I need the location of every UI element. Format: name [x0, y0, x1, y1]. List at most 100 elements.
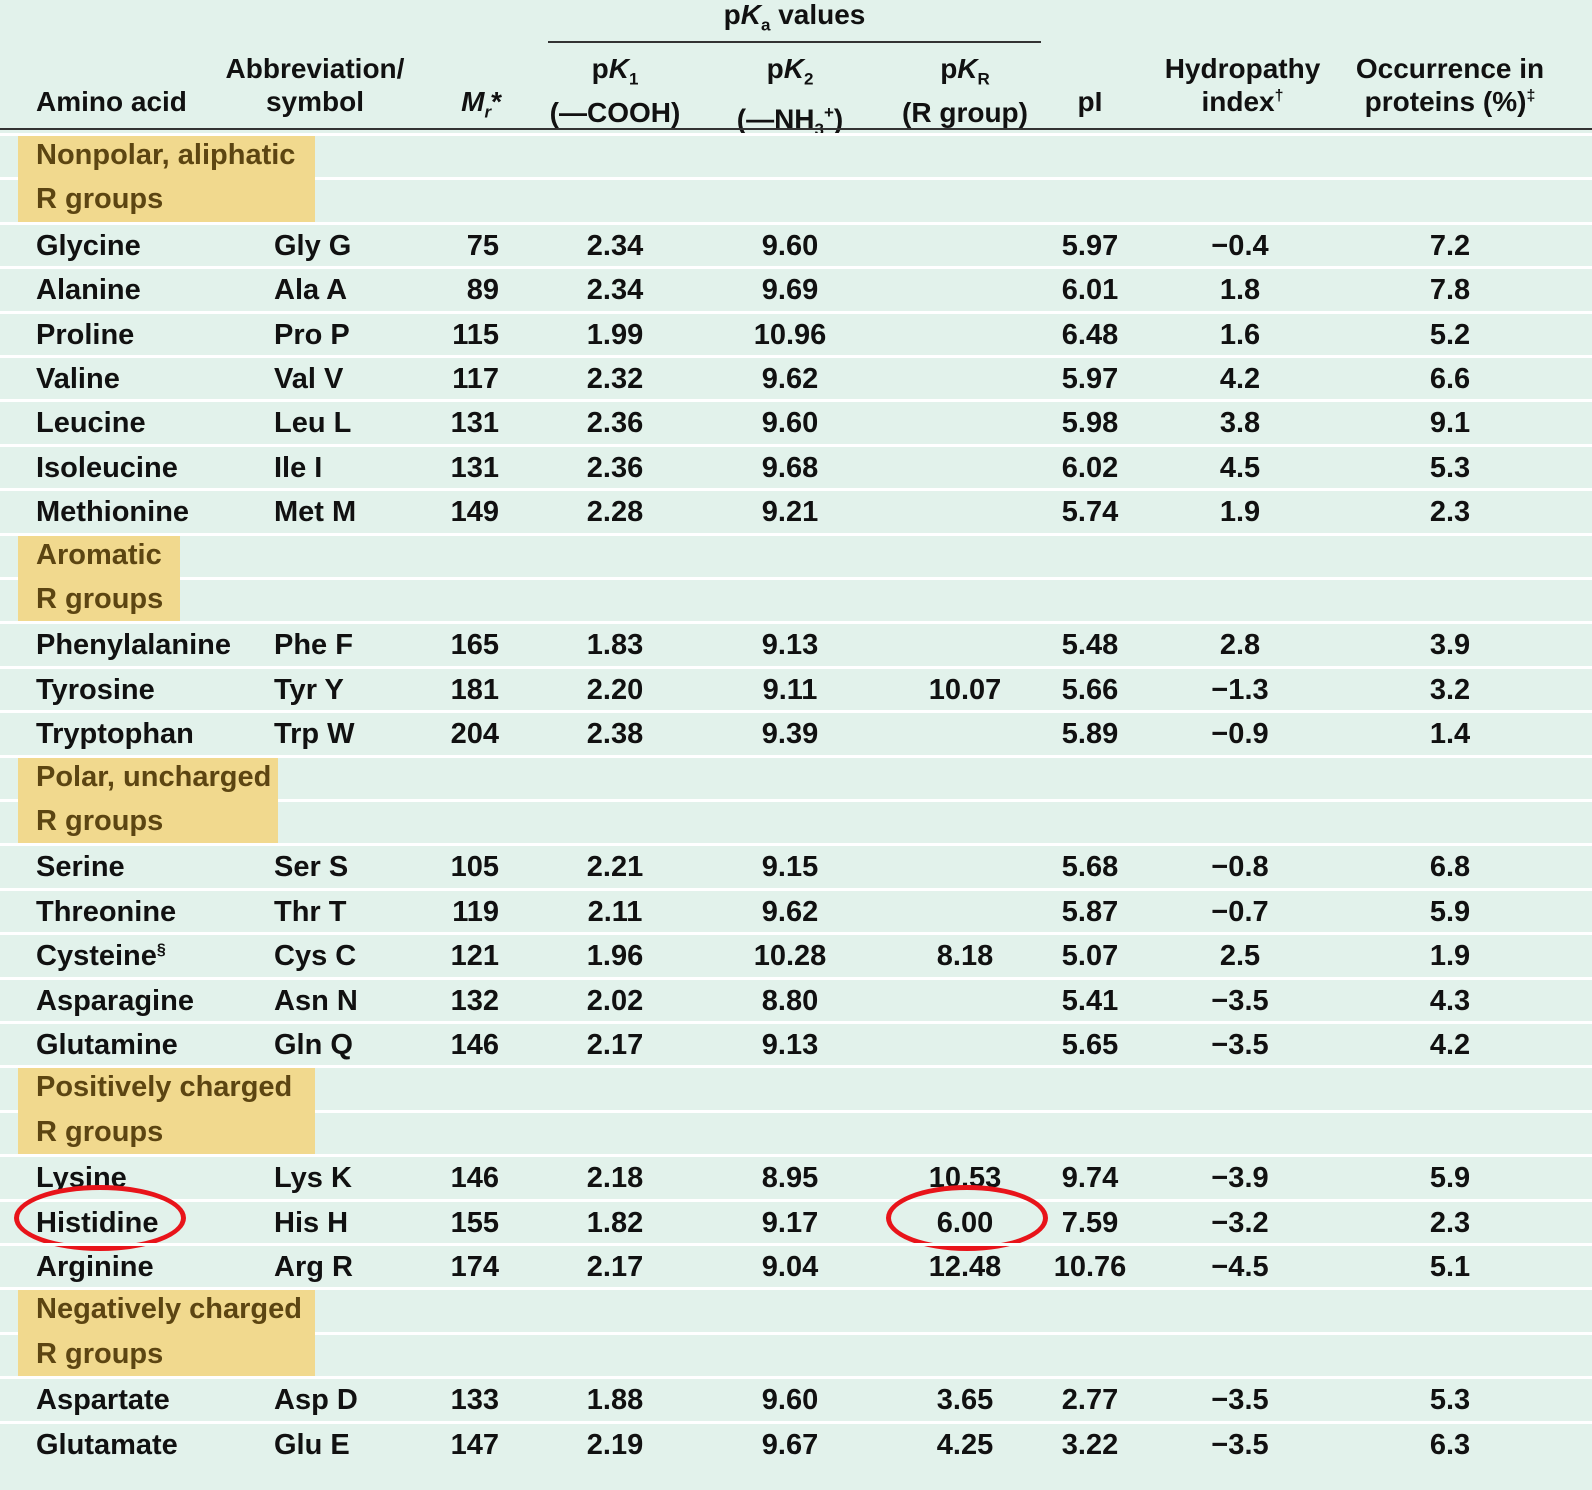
mr-cell: 181	[450, 673, 499, 706]
pi-cell: 6.02	[1061, 451, 1119, 484]
pk1-cell: 1.99	[586, 318, 644, 351]
group-row	[0, 532, 1592, 578]
header-pi: pI	[1077, 86, 1103, 117]
occurrence-cell: 4.3	[1429, 984, 1471, 1017]
mr-cell: 132	[450, 984, 499, 1017]
hydropathy-cell: −3.9	[1211, 1162, 1269, 1195]
occurrence-cell: 4.2	[1429, 1029, 1471, 1061]
group-highlight	[18, 1068, 315, 1157]
mr-cell: 133	[450, 1384, 499, 1417]
pi-cell: 5.89	[1061, 718, 1119, 751]
group-label: Negatively charged	[36, 1293, 302, 1326]
pkr-cell	[910, 713, 1020, 755]
header-amino-acid: Amino acid	[36, 86, 187, 117]
hydropathy-cell: −0.4	[1211, 229, 1269, 262]
amino-acid-name: Glycine	[36, 229, 141, 262]
abbreviation-cell: Trp W	[274, 718, 355, 751]
group-row	[0, 1287, 1592, 1332]
table-row: Asparagine Asn N 132 2.02 8.80 5.41 −3.5 4.3	[0, 976, 1592, 1022]
pk2-cell: 9.69	[761, 274, 819, 307]
table-row: Valine Val V 117 2.32 9.62 5.97 4.2 6.6	[0, 355, 1592, 400]
mr-cell: 131	[450, 451, 499, 484]
mr-cell: 117	[452, 363, 499, 395]
pk2-cell: 9.62	[761, 363, 819, 395]
pi-cell: 6.48	[1061, 318, 1119, 351]
pk2-cell: 9.21	[761, 496, 819, 529]
pi-cell: 2.77	[1061, 1384, 1119, 1417]
pkr-cell	[910, 891, 1020, 933]
mr-cell: 75	[466, 229, 499, 262]
pk2-cell: 9.60	[761, 407, 819, 440]
abbreviation-cell: Tyr Y	[274, 673, 344, 706]
hydropathy-cell: −1.3	[1211, 673, 1269, 706]
occurrence-cell: 9.1	[1429, 407, 1471, 440]
group-label: Nonpolar, aliphatic	[36, 139, 296, 171]
pi-cell: 10.76	[1053, 1251, 1127, 1283]
occurrence-cell: 1.9	[1429, 940, 1471, 973]
pk2-cell: 8.95	[761, 1162, 819, 1195]
table-row: Glycine Gly G 75 2.34 9.60 5.97 −0.4 7.2	[0, 221, 1592, 267]
pkr-cell	[910, 491, 1020, 533]
pk2-cell: 9.39	[761, 718, 819, 751]
abbreviation-cell: Phe F	[274, 629, 353, 662]
pi-cell: 5.97	[1061, 363, 1119, 395]
hydropathy-cell: 4.2	[1219, 363, 1261, 395]
hydropathy-cell: −3.5	[1211, 984, 1269, 1017]
table-row: Phenylalanine Phe F 165 1.83 9.13 5.48 2.8 3.9	[0, 621, 1592, 666]
pk2-cell: 9.60	[761, 229, 819, 262]
hydropathy-cell: 2.5	[1219, 940, 1261, 973]
pk1-cell: 2.11	[587, 895, 643, 928]
mr-cell: 121	[450, 940, 499, 973]
table-row: Arginine Arg R 174 2.17 9.04 12.48 10.76 −4.5 5.…	[0, 1243, 1592, 1288]
header-pkr: pKR (R group)	[902, 53, 1028, 128]
pk2-cell: 9.67	[761, 1428, 819, 1461]
occurrence-cell: 6.6	[1429, 363, 1471, 395]
pi-cell: 5.74	[1061, 496, 1119, 529]
abbreviation-cell: Gly G	[274, 229, 352, 262]
table-row: Glutamine Gln Q 146 2.17 9.13 5.65 −3.5 4.2	[0, 1021, 1592, 1066]
pk1-cell: 2.34	[586, 274, 644, 307]
occurrence-cell: 7.8	[1429, 274, 1471, 307]
pkr-cell: 8.18	[936, 940, 994, 973]
amino-acid-name: Proline	[36, 318, 135, 351]
pkr-cell	[910, 846, 1020, 888]
occurrence-cell: 5.2	[1429, 318, 1471, 351]
pk1-cell: 2.38	[586, 718, 644, 751]
group-highlight	[18, 757, 278, 846]
amino-acid-name: Glutamate	[36, 1428, 178, 1461]
occurrence-cell: 5.3	[1429, 1384, 1471, 1417]
mr-cell: 165	[450, 629, 499, 662]
amino-acid-name: Isoleucine	[36, 451, 178, 484]
abbreviation-cell: Gln Q	[274, 1029, 353, 1061]
pk2-cell: 9.13	[761, 1029, 819, 1061]
group-row	[0, 754, 1592, 800]
group-row	[0, 799, 1592, 844]
mr-cell: 131	[450, 407, 499, 440]
amino-acid-name: Serine	[36, 851, 125, 884]
hydropathy-cell: 3.8	[1219, 407, 1261, 440]
pk2-cell: 10.96	[753, 318, 827, 351]
table-row: Aspartate Asp D 133 1.88 9.60 3.65 2.77 −3.5 5.3	[0, 1376, 1592, 1421]
pkr-cell	[910, 447, 1020, 489]
occurrence-cell: 3.9	[1429, 629, 1471, 662]
highlight-circle-name	[14, 1184, 186, 1251]
table-row: Leucine Leu L 131 2.36 9.60 5.98 3.8 9.1	[0, 399, 1592, 444]
pk2-cell: 9.04	[761, 1251, 819, 1283]
mr-cell: 174	[450, 1251, 499, 1283]
group-row	[0, 133, 1592, 178]
abbreviation-cell: Lys K	[274, 1162, 352, 1195]
pk2-cell: 10.28	[753, 940, 827, 973]
hydropathy-cell: 2.8	[1219, 629, 1261, 662]
amino-acid-name: Phenylalanine	[36, 629, 232, 662]
pk1-cell: 2.32	[586, 363, 644, 395]
pi-cell: 9.74	[1061, 1162, 1119, 1195]
table-row: Tryptophan Trp W 204 2.38 9.39 5.89 −0.9 1.4	[0, 710, 1592, 755]
pkr-cell	[910, 314, 1020, 356]
table-row: Histidine His H 155 1.82 9.17 6.00 7.59 −3.2 2.3	[0, 1198, 1592, 1244]
pk2-cell: 9.62	[761, 895, 819, 928]
pi-cell: 5.98	[1061, 407, 1119, 440]
abbreviation-cell: Asn N	[274, 984, 358, 1017]
group-label: R groups	[36, 583, 164, 615]
amino-acid-name: Threonine	[36, 895, 177, 928]
pk2-cell: 9.60	[761, 1384, 819, 1417]
